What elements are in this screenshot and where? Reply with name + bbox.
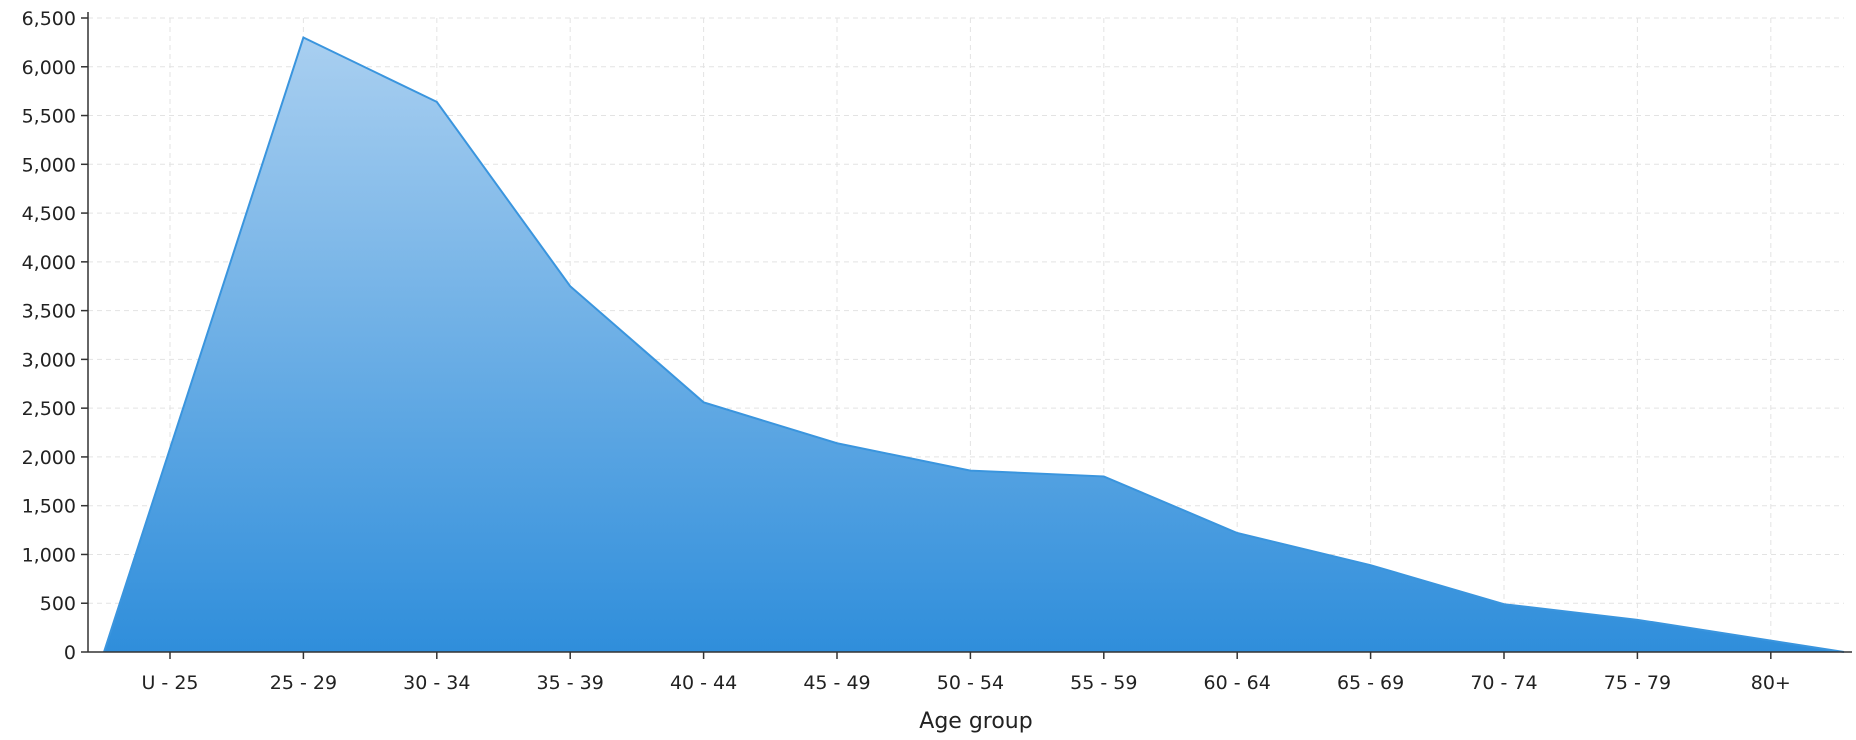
data-point — [703, 401, 705, 403]
x-tick-label: 80+ — [1751, 672, 1791, 694]
data-point — [1636, 619, 1638, 621]
y-tick-label: 6,500 — [22, 8, 76, 30]
x-tick-label: 70 - 74 — [1470, 672, 1537, 694]
data-point — [969, 470, 971, 472]
y-tick-label: 500 — [40, 593, 76, 615]
y-tick-label: 3,500 — [22, 301, 76, 323]
data-point — [436, 101, 438, 103]
x-tick-label: 25 - 29 — [270, 672, 337, 694]
y-tick-label: 4,500 — [22, 203, 76, 225]
x-tick-label: 50 - 54 — [937, 672, 1004, 694]
data-point — [569, 285, 571, 287]
data-point — [836, 442, 838, 444]
x-tick-label: 30 - 34 — [403, 672, 470, 694]
area-fill — [104, 37, 1844, 652]
data-point — [1236, 532, 1238, 534]
y-tick-label: 1,000 — [22, 544, 76, 566]
x-tick-label: 75 - 79 — [1604, 672, 1671, 694]
y-tick-label: 0 — [64, 642, 76, 664]
y-tick-label: 5,000 — [22, 154, 76, 176]
data-point — [1103, 475, 1105, 477]
tick-labels: 0 500 1,000 1,500 2,000 2,500 3,000 3,500 4,000 4… — [22, 8, 1791, 694]
y-tick-label: 3,000 — [22, 349, 76, 371]
area-series — [103, 36, 1845, 653]
x-tick-label: 40 - 44 — [670, 672, 737, 694]
y-tick-label: 2,500 — [22, 398, 76, 420]
y-tick-label: 2,000 — [22, 447, 76, 469]
y-tick-label: 5,500 — [22, 106, 76, 128]
data-point — [1503, 603, 1505, 605]
y-tick-label: 6,000 — [22, 57, 76, 79]
x-tick-label: 60 - 64 — [1204, 672, 1271, 694]
data-point — [302, 37, 304, 39]
y-tick-label: 1,500 — [22, 496, 76, 518]
x-tick-label: 45 - 49 — [803, 672, 870, 694]
x-tick-label: U - 25 — [141, 672, 198, 694]
x-tick-label: 35 - 39 — [537, 672, 604, 694]
data-point — [1370, 564, 1372, 566]
y-tick-label: 4,000 — [22, 252, 76, 274]
x-axis-title: Age group — [919, 709, 1032, 734]
axes — [81, 12, 1852, 659]
x-tick-label: 65 - 69 — [1337, 672, 1404, 694]
x-tick-label: 55 - 59 — [1070, 672, 1137, 694]
